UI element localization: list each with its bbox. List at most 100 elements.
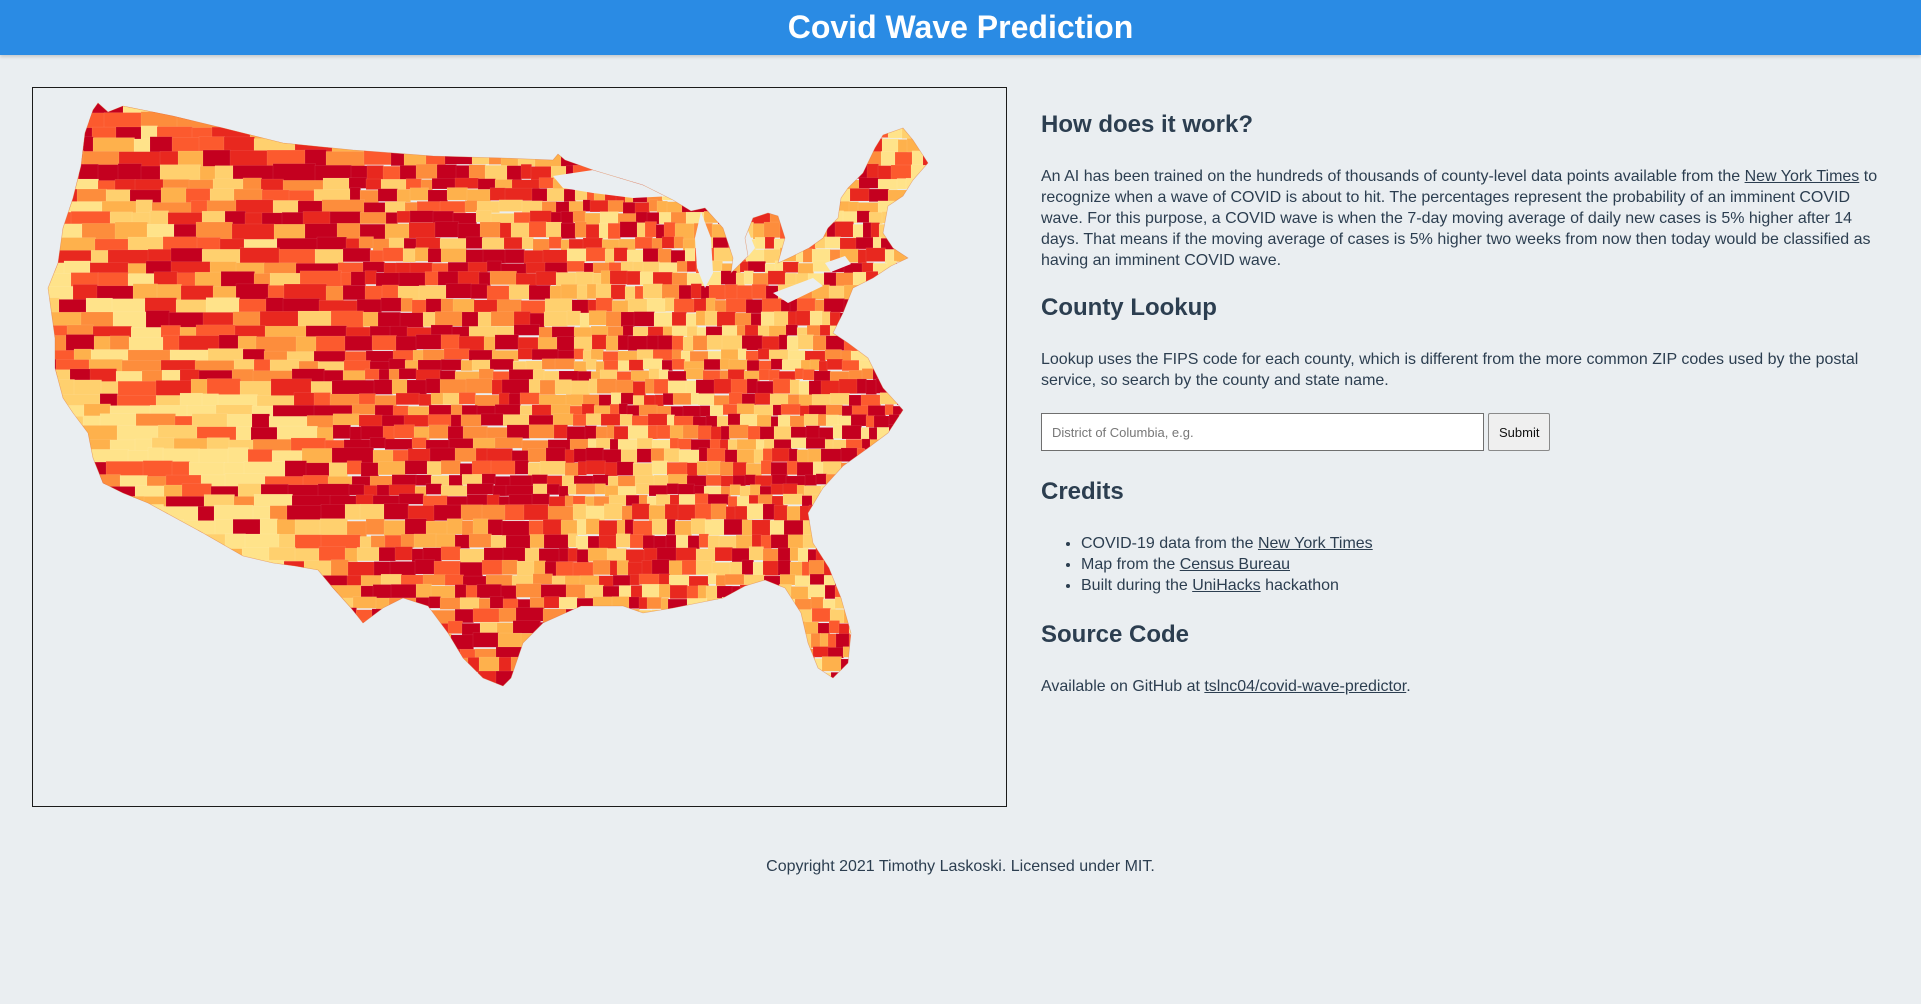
county-cell[interactable]: [898, 424, 909, 439]
county-cell[interactable]: [681, 672, 699, 689]
county-cell[interactable]: [463, 88, 488, 102]
county-cell[interactable]: [902, 506, 918, 523]
county-cell[interactable]: [501, 138, 526, 153]
county-cell[interactable]: [703, 358, 721, 370]
county-cell[interactable]: [706, 448, 726, 463]
county-cell[interactable]: [722, 657, 744, 673]
county-cell[interactable]: [610, 128, 624, 141]
county-cell[interactable]: [741, 519, 753, 536]
county-cell[interactable]: [903, 371, 917, 383]
county-cell[interactable]: [423, 633, 452, 649]
county-cell[interactable]: [835, 272, 854, 287]
county-cell[interactable]: [226, 633, 244, 659]
county-cell[interactable]: [548, 659, 574, 675]
county-cell[interactable]: [769, 633, 782, 649]
county-cell[interactable]: [799, 199, 812, 212]
county-cell[interactable]: [808, 380, 822, 396]
county-cell[interactable]: [780, 403, 801, 415]
county-cell[interactable]: [751, 609, 762, 624]
county-cell[interactable]: [627, 165, 638, 181]
county-cell[interactable]: [417, 359, 442, 371]
county-cell[interactable]: [546, 188, 565, 202]
county-cell[interactable]: [676, 260, 688, 272]
county-cell[interactable]: [532, 483, 548, 495]
county-cell[interactable]: [613, 658, 630, 674]
county-cell[interactable]: [827, 633, 837, 649]
county-cell[interactable]: [531, 687, 546, 700]
county-cell[interactable]: [662, 393, 674, 406]
county-cell[interactable]: [364, 673, 385, 689]
county-cell[interactable]: [883, 656, 904, 672]
county-cell[interactable]: [562, 687, 579, 700]
county-cell[interactable]: [660, 597, 669, 610]
county-cell[interactable]: [543, 596, 560, 609]
county-cell[interactable]: [382, 165, 401, 181]
county-cell[interactable]: [489, 596, 504, 609]
county-cell[interactable]: [794, 152, 808, 168]
county-cell[interactable]: [881, 138, 899, 153]
county-cell[interactable]: [342, 285, 366, 301]
county-cell[interactable]: [529, 210, 552, 223]
county-cell[interactable]: [807, 448, 822, 463]
county-cell[interactable]: [926, 237, 939, 250]
county-cell[interactable]: [708, 621, 720, 635]
county-cell[interactable]: [835, 633, 850, 649]
county-cell[interactable]: [877, 165, 892, 181]
county-cell[interactable]: [706, 657, 724, 673]
county-cell[interactable]: [885, 585, 904, 600]
county-cell[interactable]: [412, 349, 424, 361]
county-cell[interactable]: [360, 633, 388, 649]
county-cell[interactable]: [33, 687, 49, 708]
county-cell[interactable]: [816, 150, 828, 166]
county-cell[interactable]: [206, 548, 243, 572]
county-cell[interactable]: [510, 102, 525, 114]
county-cell[interactable]: [787, 221, 803, 238]
county-cell[interactable]: [616, 560, 629, 576]
county-cell[interactable]: [305, 583, 330, 607]
county-cell[interactable]: [762, 448, 773, 463]
county-cell[interactable]: [723, 188, 741, 202]
county-cell[interactable]: [461, 311, 479, 327]
county-cell[interactable]: [490, 460, 516, 475]
county-cell[interactable]: [422, 311, 436, 327]
county-cell[interactable]: [825, 335, 845, 351]
county-cell[interactable]: [98, 559, 125, 585]
county-cell[interactable]: [576, 598, 594, 611]
county-cell[interactable]: [722, 136, 733, 151]
county-cell[interactable]: [53, 620, 72, 642]
county-cell[interactable]: [939, 521, 951, 537]
county-cell[interactable]: [110, 670, 136, 698]
county-cell[interactable]: [544, 298, 573, 313]
county-cell[interactable]: [794, 188, 807, 202]
county-cell[interactable]: [433, 504, 462, 521]
county-cell[interactable]: [863, 685, 877, 699]
county-cell[interactable]: [107, 688, 145, 709]
county-cell[interactable]: [698, 447, 708, 462]
county-cell[interactable]: [850, 414, 867, 427]
county-cell[interactable]: [904, 700, 919, 713]
county-cell[interactable]: [840, 447, 858, 462]
county-cell[interactable]: [774, 670, 794, 687]
county-cell[interactable]: [677, 187, 692, 201]
county-cell[interactable]: [866, 520, 881, 537]
county-cell[interactable]: [868, 656, 885, 672]
county-cell[interactable]: [385, 212, 398, 225]
county-cell[interactable]: [865, 495, 874, 507]
county-cell[interactable]: [500, 112, 517, 128]
county-cell[interactable]: [824, 439, 834, 451]
county-cell[interactable]: [447, 426, 464, 441]
county-cell[interactable]: [713, 378, 732, 394]
county-cell[interactable]: [828, 285, 845, 301]
county-cell[interactable]: [935, 448, 950, 462]
county-cell[interactable]: [709, 200, 719, 213]
county-cell[interactable]: [586, 646, 598, 658]
county-cell[interactable]: [756, 201, 768, 214]
county-cell[interactable]: [937, 103, 946, 115]
county-cell[interactable]: [334, 648, 350, 660]
county-cell[interactable]: [625, 89, 638, 104]
county-cell[interactable]: [842, 326, 857, 338]
county-cell[interactable]: [709, 405, 724, 417]
county-cell[interactable]: [424, 670, 444, 687]
county-cell[interactable]: [51, 178, 73, 197]
county-cell[interactable]: [501, 520, 530, 537]
